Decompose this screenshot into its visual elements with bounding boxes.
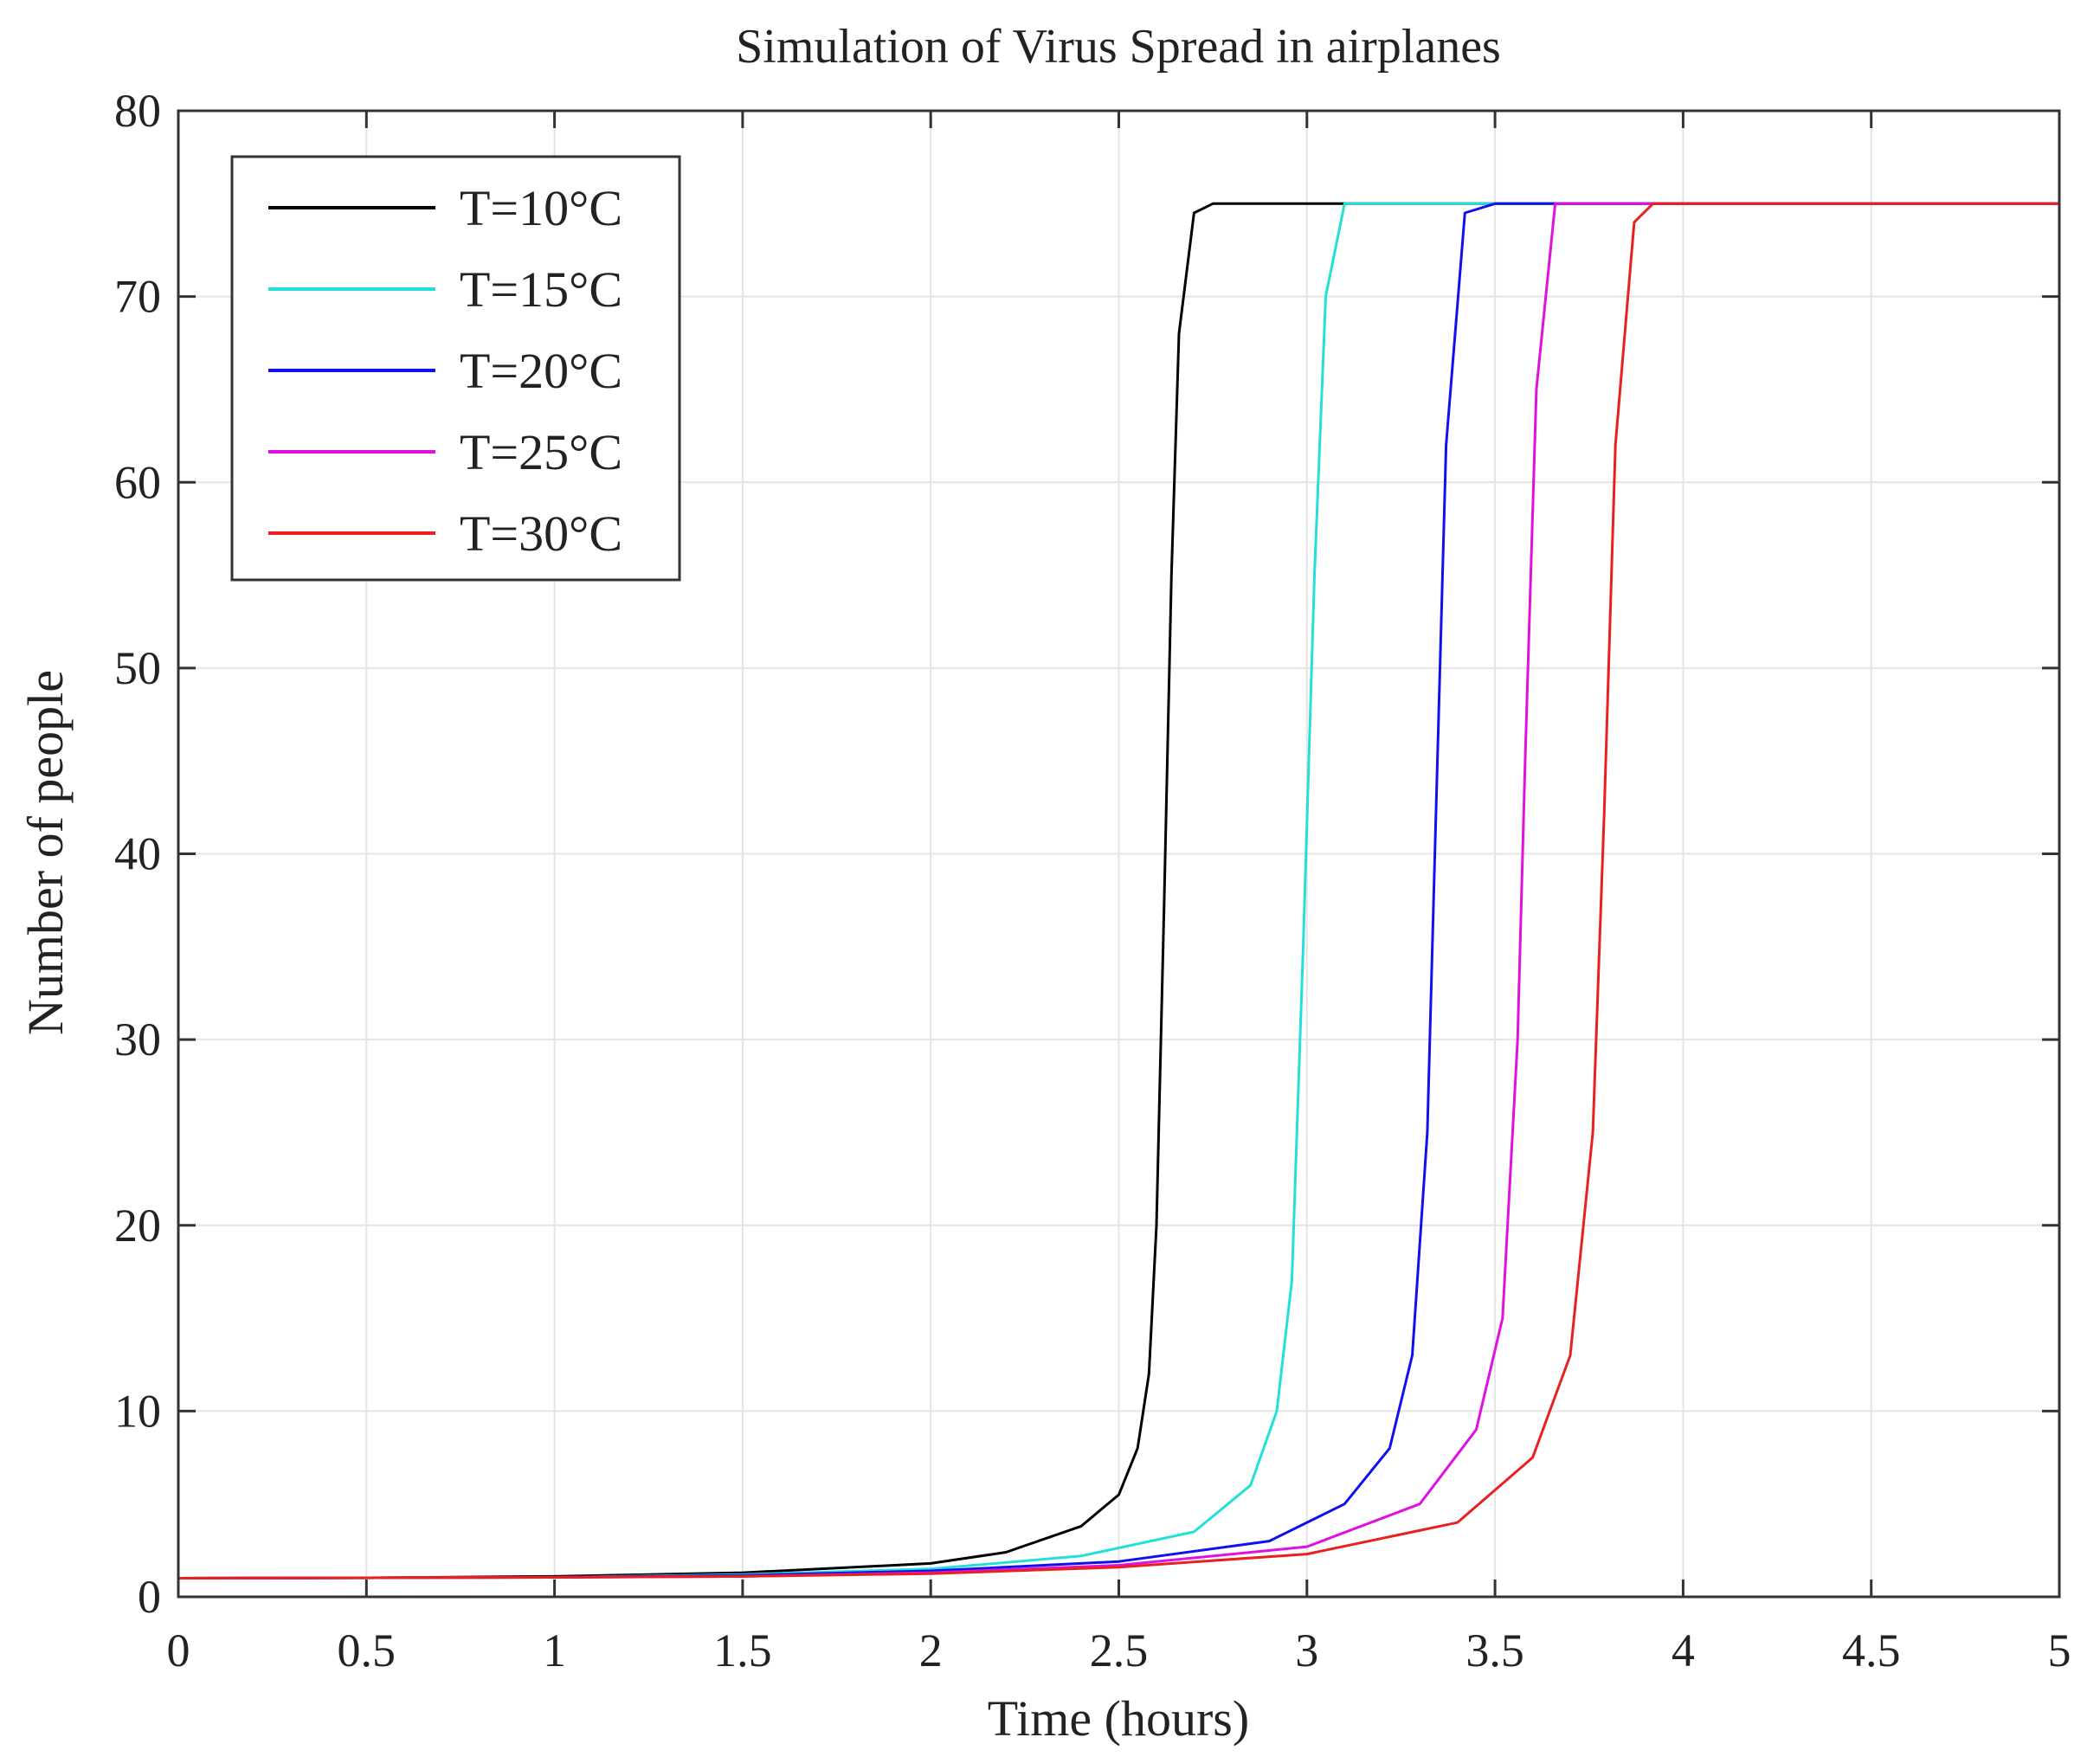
y-tick-label: 70 bbox=[114, 271, 161, 323]
legend-label: T=25°C bbox=[460, 424, 622, 480]
y-tick-label: 50 bbox=[114, 642, 161, 694]
legend: T=10°C T=15°C T=20°C T=25°C T=30°C bbox=[230, 155, 681, 582]
x-tick-label: 0 bbox=[167, 1625, 190, 1676]
y-tick-label: 0 bbox=[138, 1571, 161, 1623]
x-tick-label: 3.5 bbox=[1465, 1625, 1524, 1676]
y-tick-label: 20 bbox=[114, 1200, 161, 1251]
x-tick-label: 4.5 bbox=[1842, 1625, 1901, 1676]
x-tick-label: 5 bbox=[2048, 1625, 2071, 1676]
series-lines bbox=[177, 202, 2059, 1580]
y-tick-label: 40 bbox=[114, 828, 161, 880]
x-tick-label: 4 bbox=[1672, 1625, 1695, 1676]
y-tick-label: 30 bbox=[114, 1013, 161, 1065]
legend-label: T=20°C bbox=[460, 343, 622, 399]
y-tick-label: 60 bbox=[114, 456, 161, 508]
legend-label: T=10°C bbox=[460, 180, 622, 236]
x-axis-label: Time (hours) bbox=[988, 1690, 1249, 1747]
x-tick-label: 0.5 bbox=[338, 1625, 396, 1676]
series-line-4 bbox=[177, 202, 2059, 1580]
x-tick-label: 1.5 bbox=[713, 1625, 772, 1676]
legend-label: T=30°C bbox=[460, 505, 622, 562]
legend-box bbox=[230, 155, 681, 582]
y-tick-label: 80 bbox=[114, 85, 161, 137]
y-tick-label: 10 bbox=[114, 1385, 161, 1437]
x-tick-label: 3 bbox=[1295, 1625, 1318, 1676]
y-axis-label: Number of people bbox=[17, 670, 74, 1035]
x-tick-label: 2.5 bbox=[1090, 1625, 1149, 1676]
x-tick-label: 1 bbox=[543, 1625, 566, 1676]
x-tick-label: 2 bbox=[919, 1625, 943, 1676]
legend-label: T=15°C bbox=[460, 261, 622, 318]
series-line-0 bbox=[177, 202, 2059, 1580]
chart-title: Simulation of Virus Spread in airplanes bbox=[736, 20, 1501, 74]
